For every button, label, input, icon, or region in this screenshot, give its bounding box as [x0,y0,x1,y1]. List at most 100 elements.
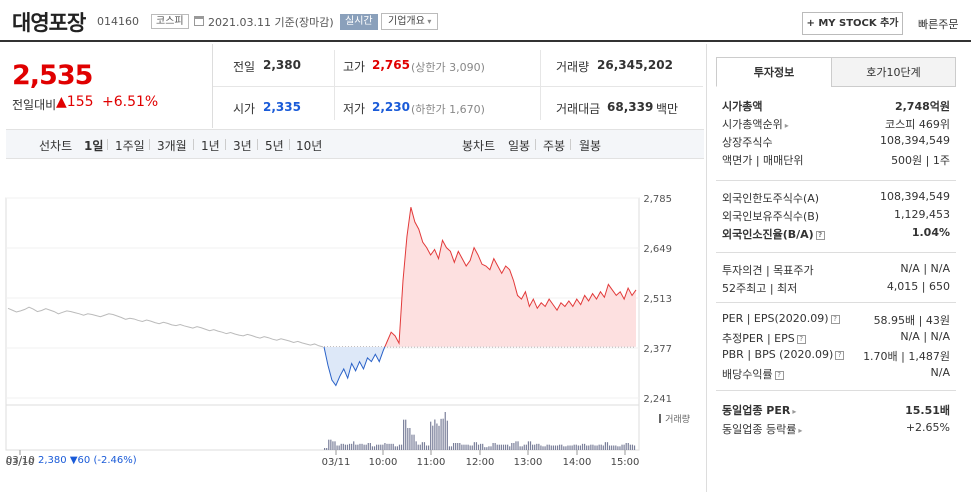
candle-weekly[interactable]: 주봉 [543,139,566,153]
low-value: 2,230 [372,100,410,114]
volume-bar [480,443,482,450]
volume-bar [348,443,351,450]
volume-bar [421,442,423,450]
period-3month[interactable]: 3개월 [157,139,187,153]
volume-bar [604,442,606,450]
volume-bar [363,444,365,450]
price-chart[interactable]: 2,785 2,649 2,513 2,377 2,241 03/10 03/11 10:0… [0,160,704,492]
rp-value: 코스피 469위 [885,118,950,131]
volume-value: 26,345,202 [597,58,673,72]
period-separator [570,139,571,150]
help-icon[interactable]: ? [835,350,845,360]
prev-day-label: 전일대비 [12,98,57,112]
period-5year[interactable]: 5년 [265,139,284,153]
open-label: 시가 [233,102,256,116]
rp-separator [716,302,956,303]
volume-bar [411,434,413,450]
volume-bar [380,444,382,450]
up-triangle-icon: ▲ [56,94,67,110]
volume-bar [519,446,521,450]
amount-label: 거래대금 [556,102,601,116]
volume-bar [571,445,573,450]
x-tick-label: 11:00 [417,457,446,468]
volume-bar [390,443,392,450]
volume-bar [419,444,421,450]
volume-bar [509,446,511,450]
volume-bar [588,445,590,450]
plus-icon: + [806,18,819,29]
quick-order-link[interactable]: 빠른주문 [918,18,959,31]
volume-bar [625,443,627,450]
volume-bar [504,444,507,450]
volume-bar [500,444,502,450]
rp-label-text: 시가총액 [722,100,763,113]
volume-bar [598,444,600,450]
rp-label-text: PER | EPS(2020.09) [722,312,829,325]
volume-bar [457,443,459,450]
volume-bar [326,448,328,450]
volume-bar [536,443,538,450]
volume-bar [394,446,396,450]
volume-bar [355,444,357,450]
help-icon[interactable]: ? [815,230,825,240]
tab-invest-info[interactable]: 투자정보 [716,57,832,87]
volume-bar [507,444,509,450]
rp-label: PER | EPS(2020.09)? [722,312,840,325]
volume-bar [611,445,613,450]
volume-bar [482,443,484,450]
help-icon[interactable]: ? [830,314,840,324]
rp-value: +2.65% [905,421,950,434]
chevron-right-icon[interactable]: ▸ [798,426,803,435]
volume-bar [498,444,500,450]
period-3year[interactable]: 3년 [233,139,252,153]
rp-label-text: 52주최고 | 최저 [722,282,798,295]
prev-close-value: 2,380 [263,58,301,72]
date: 2021.03.11 [208,16,271,29]
candle-chart-label: 봉차트 [462,139,496,153]
volume-bar [619,446,621,450]
volume-bar [415,441,417,450]
candle-monthly[interactable]: 월봉 [579,139,602,153]
rp-label: 배당수익률? [722,366,784,382]
period-1week[interactable]: 1주일 [115,139,145,153]
period-1year[interactable]: 1년 [201,139,220,153]
footer-date: 03/10 [6,455,35,466]
help-icon[interactable]: ? [796,334,806,344]
volume-bar [423,442,426,450]
volume-bar [600,444,602,450]
help-icon[interactable]: ? [774,370,784,380]
summary-row-divider [213,86,703,87]
volume-bar [330,439,332,450]
volume-bar [575,444,577,450]
rp-label: 시가총액 [722,98,762,114]
chevron-right-icon[interactable]: ▸ [784,121,789,130]
rp-value: 1,129,453 [894,208,950,221]
live-badge[interactable]: 실시간 [340,14,378,30]
volume-bar [365,444,367,450]
volume-bar [633,445,636,450]
my-stock-add-button[interactable]: + MY STOCK 추가 [802,12,903,35]
summary-col-divider [334,50,335,120]
volume-bar [546,444,548,450]
volume-bar [569,445,571,450]
period-10year[interactable]: 10년 [296,139,323,153]
volume-bar [513,443,515,450]
volume-bar [378,444,380,450]
basis: 기준(장마감) [274,16,334,29]
rp-label: 동일업종 PER ▸ [722,402,796,418]
rp-separator [716,252,956,253]
tab-quote-10[interactable]: 호가10단계 [831,57,956,87]
volume-bar [502,444,505,450]
period-1day[interactable]: 1일 [84,139,104,153]
candle-daily[interactable]: 일봉 [508,139,531,153]
volume-bar [425,445,428,450]
volume-bar [567,445,569,450]
volume-bar [452,443,455,450]
low-label: 저가 [343,102,366,116]
volume-bar [590,444,592,450]
amount-unit: 백만 [656,102,679,116]
rp-label-text: 투자의견 | 목표주가 [722,264,814,277]
company-info-button[interactable]: 기업개요 ▾ [381,13,439,30]
chevron-right-icon[interactable]: ▸ [792,407,797,416]
volume-bar [592,444,594,450]
